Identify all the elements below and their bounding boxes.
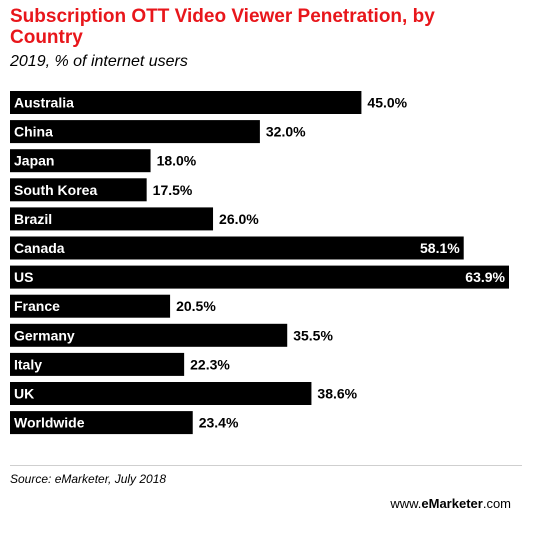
value-label: 45.0% (367, 95, 407, 111)
category-label: South Korea (14, 182, 97, 198)
brand-link[interactable]: www.eMarketer.com (390, 496, 511, 511)
source-note: Source: eMarketer, July 2018 (10, 472, 167, 486)
bar-brazil (10, 207, 214, 231)
value-label: 35.5% (293, 327, 333, 343)
bar-us (10, 265, 509, 289)
value-label: 20.5% (176, 298, 216, 314)
brand-prefix: www. (390, 496, 422, 511)
category-label: Germany (14, 327, 75, 343)
brand-suffix: .com (482, 496, 511, 511)
chart-title: Subscription OTT Video Viewer Penetratio… (10, 6, 435, 48)
chart-subtitle: 2019, % of internet users (10, 53, 188, 70)
bar-italy (10, 352, 185, 376)
bar-canada (10, 236, 464, 260)
category-label: UK (14, 386, 34, 402)
value-label: 23.4% (199, 415, 239, 431)
category-label: Australia (14, 95, 74, 111)
bar-germany (10, 323, 288, 347)
value-label: 26.0% (219, 211, 259, 227)
category-label: Japan (14, 153, 54, 169)
category-label: Worldwide (14, 415, 85, 431)
value-label: 18.0% (157, 153, 197, 169)
value-label: 22.3% (190, 356, 230, 372)
bar-australia (10, 91, 362, 114)
category-label: US (14, 269, 33, 285)
bar-japan (10, 149, 151, 173)
value-label: 17.5% (153, 182, 193, 198)
bar-chart: Australia 45.0% China 32.0% Japan 18.0% South … (10, 91, 509, 435)
brand-name: eMarketer (421, 496, 483, 511)
footer-divider (10, 465, 522, 466)
category-label: Brazil (14, 211, 52, 227)
category-label: Italy (14, 356, 42, 372)
bar-worldwide (10, 411, 193, 435)
value-label: 38.6% (317, 386, 357, 402)
category-label: France (14, 298, 60, 314)
category-label: Canada (14, 240, 65, 256)
category-label: China (14, 124, 53, 140)
value-label: 32.0% (266, 124, 306, 140)
bar-uk (10, 382, 312, 405)
bar-south-korea (10, 178, 147, 202)
value-label: 58.1% (420, 240, 460, 256)
bar-france (10, 294, 171, 318)
bar-china (10, 120, 260, 144)
value-label: 63.9% (465, 269, 505, 285)
